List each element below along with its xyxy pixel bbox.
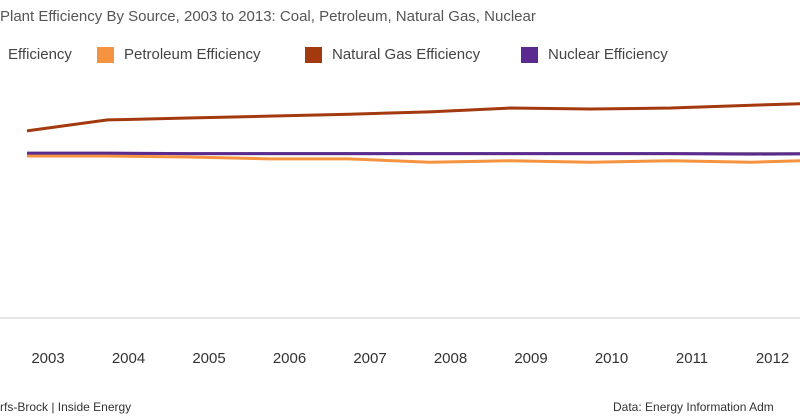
legend-label: Natural Gas Efficiency — [332, 46, 481, 63]
credit: rfs-Brock | Inside Energy — [0, 400, 131, 414]
x-tick-label: 2005 — [192, 350, 225, 367]
source: Data: Energy Information Adm — [613, 400, 774, 414]
legend-label: Petroleum Efficiency — [124, 46, 261, 63]
legend-swatch — [521, 47, 538, 63]
x-tick-label: 2011 — [676, 350, 708, 367]
legend-swatch — [97, 47, 114, 63]
legend-label: Efficiency — [8, 46, 72, 63]
series-line — [27, 154, 800, 164]
series-line — [26, 102, 800, 133]
x-tick-label: 2004 — [112, 350, 145, 367]
series-line — [27, 151, 800, 156]
chart-title: Plant Efficiency By Source, 2003 to 2013… — [0, 8, 536, 25]
x-tick-label: 2012 — [756, 350, 789, 367]
x-tick-label: 2007 — [353, 350, 386, 367]
x-tick-label: 2008 — [434, 350, 467, 367]
x-tick-label: 2003 — [31, 350, 64, 367]
legend-label: Nuclear Efficiency — [548, 46, 668, 63]
legend-swatch — [305, 47, 322, 63]
x-tick-label: 2009 — [514, 350, 547, 367]
x-tick-label: 2006 — [273, 350, 306, 367]
x-tick-label: 2010 — [595, 350, 628, 367]
